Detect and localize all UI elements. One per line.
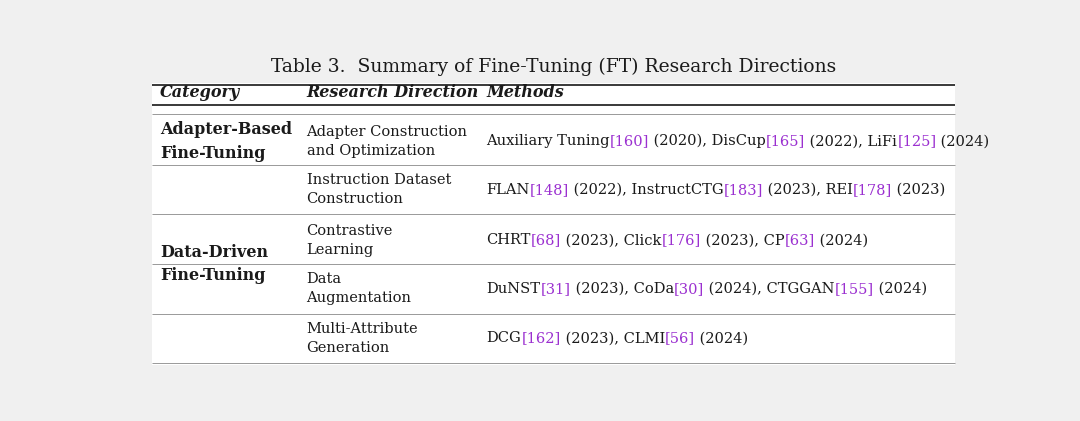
Text: (2023), Click: (2023), Click	[562, 233, 662, 247]
Text: (2024), CTGGAN: (2024), CTGGAN	[704, 282, 835, 296]
Text: Table 3.  Summary of Fine-Tuning (FT) Research Directions: Table 3. Summary of Fine-Tuning (FT) Res…	[271, 58, 836, 76]
Text: DuNST: DuNST	[486, 282, 540, 296]
Text: Adapter Construction
and Optimization: Adapter Construction and Optimization	[307, 125, 468, 158]
Text: Multi-Attribute
Generation: Multi-Attribute Generation	[307, 322, 418, 355]
Text: [178]: [178]	[853, 183, 892, 197]
Text: (2023), CP: (2023), CP	[701, 233, 784, 247]
Text: [165]: [165]	[766, 134, 806, 148]
Text: (2022), LiFi: (2022), LiFi	[806, 134, 897, 148]
Text: (2023), CLMI: (2023), CLMI	[561, 331, 665, 345]
Text: (2024): (2024)	[814, 233, 868, 247]
Text: [148]: [148]	[530, 183, 569, 197]
Text: [56]: [56]	[665, 331, 694, 345]
Text: [68]: [68]	[531, 233, 562, 247]
Text: [125]: [125]	[897, 134, 936, 148]
Text: (2023): (2023)	[892, 183, 946, 197]
Text: [31]: [31]	[540, 282, 570, 296]
Text: CHRT: CHRT	[486, 233, 531, 247]
Text: Research Direction: Research Direction	[307, 85, 478, 101]
Text: Data-Driven
Fine-Tuning: Data-Driven Fine-Tuning	[160, 244, 268, 285]
Text: Auxiliary Tuning: Auxiliary Tuning	[486, 134, 610, 148]
Text: Category: Category	[160, 85, 240, 101]
Text: (2024): (2024)	[874, 282, 927, 296]
Bar	[151, 83, 956, 365]
Text: Contrastive
Learning: Contrastive Learning	[307, 224, 393, 257]
Text: Adapter-Based
Fine-Tuning: Adapter-Based Fine-Tuning	[160, 121, 293, 162]
Text: [183]: [183]	[724, 183, 764, 197]
Text: DCG: DCG	[486, 331, 522, 345]
Text: [162]: [162]	[522, 331, 561, 345]
Text: Data
Augmentation: Data Augmentation	[307, 272, 411, 305]
Text: [176]: [176]	[662, 233, 701, 247]
Text: Methods: Methods	[486, 85, 564, 101]
Text: (2024): (2024)	[936, 134, 989, 148]
Text: [30]: [30]	[674, 282, 704, 296]
Text: [155]: [155]	[835, 282, 874, 296]
Text: [63]: [63]	[784, 233, 814, 247]
Text: (2023), CoDa: (2023), CoDa	[570, 282, 674, 296]
Text: FLAN: FLAN	[486, 183, 530, 197]
Text: (2020), DisCup: (2020), DisCup	[649, 134, 766, 149]
Text: (2022), InstructCTG: (2022), InstructCTG	[569, 183, 724, 197]
Text: Instruction Dataset
Construction: Instruction Dataset Construction	[307, 173, 451, 206]
Text: (2023), REI: (2023), REI	[764, 183, 853, 197]
Text: [160]: [160]	[610, 134, 649, 148]
Text: (2024): (2024)	[694, 331, 748, 345]
